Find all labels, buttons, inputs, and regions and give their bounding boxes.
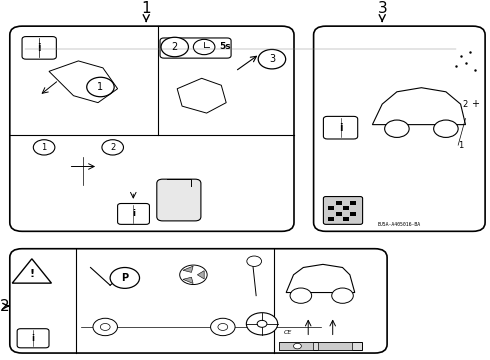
Text: BU5A-A405016-BA: BU5A-A405016-BA: [378, 222, 421, 227]
Text: i: i: [132, 210, 135, 219]
Circle shape: [385, 120, 409, 138]
Text: 1: 1: [458, 141, 463, 150]
Bar: [328, 217, 334, 221]
Circle shape: [87, 77, 114, 97]
FancyBboxPatch shape: [323, 197, 363, 224]
Bar: [328, 206, 334, 211]
FancyBboxPatch shape: [314, 26, 485, 231]
Bar: [318, 342, 352, 350]
Text: 3: 3: [377, 1, 387, 22]
Text: 2: 2: [172, 42, 178, 52]
Bar: [350, 201, 356, 205]
Circle shape: [180, 265, 207, 284]
Circle shape: [294, 343, 301, 349]
Circle shape: [93, 318, 118, 336]
FancyBboxPatch shape: [17, 329, 49, 348]
Text: i: i: [339, 122, 343, 132]
Circle shape: [194, 39, 215, 55]
Circle shape: [247, 256, 262, 266]
Circle shape: [434, 120, 458, 138]
Text: 1: 1: [42, 143, 47, 152]
Text: P: P: [121, 273, 128, 283]
Text: 1: 1: [142, 1, 151, 22]
Polygon shape: [183, 266, 193, 273]
FancyBboxPatch shape: [10, 26, 294, 231]
Text: 1: 1: [98, 82, 103, 92]
Text: CE: CE: [284, 330, 293, 335]
FancyBboxPatch shape: [157, 179, 201, 221]
Bar: [350, 212, 356, 216]
Circle shape: [100, 324, 110, 330]
Text: 2: 2: [0, 298, 10, 314]
Circle shape: [290, 288, 312, 303]
FancyBboxPatch shape: [118, 203, 149, 224]
FancyBboxPatch shape: [10, 249, 387, 353]
Text: +: +: [471, 99, 479, 109]
Bar: [336, 201, 342, 205]
Text: 2: 2: [463, 100, 468, 109]
Text: !: !: [29, 269, 34, 279]
Bar: [343, 217, 349, 221]
Polygon shape: [197, 271, 204, 279]
Polygon shape: [183, 277, 193, 283]
Circle shape: [110, 267, 140, 288]
Bar: [336, 212, 342, 216]
Bar: [279, 342, 362, 350]
Circle shape: [33, 140, 55, 155]
Text: i: i: [31, 334, 34, 343]
Circle shape: [257, 320, 267, 327]
Bar: [279, 342, 313, 350]
Circle shape: [332, 288, 353, 303]
FancyBboxPatch shape: [22, 37, 56, 59]
Text: 5s: 5s: [219, 42, 230, 51]
Text: i: i: [37, 43, 41, 53]
Text: 2: 2: [110, 143, 115, 152]
Circle shape: [246, 313, 278, 335]
Circle shape: [211, 318, 235, 336]
Circle shape: [218, 324, 228, 330]
FancyBboxPatch shape: [323, 116, 358, 139]
Bar: [343, 206, 349, 211]
Circle shape: [161, 37, 189, 57]
Text: 3: 3: [269, 54, 275, 64]
Circle shape: [258, 49, 286, 69]
Circle shape: [102, 140, 123, 155]
FancyBboxPatch shape: [160, 38, 231, 58]
